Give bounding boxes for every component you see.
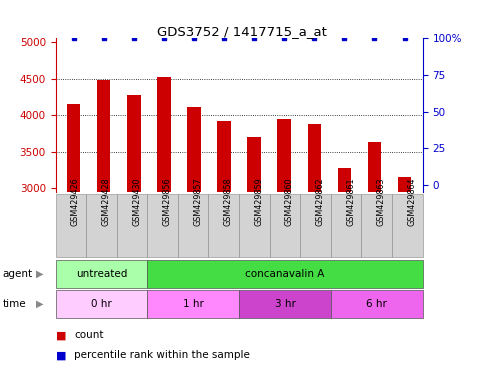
Bar (398, 177, 412, 384)
Bar (368, 142, 381, 384)
Bar (67, 104, 80, 384)
Text: untreated: untreated (76, 269, 127, 279)
Bar (338, 168, 351, 384)
Text: GSM429864: GSM429864 (407, 177, 416, 226)
Text: GSM429428: GSM429428 (101, 177, 111, 226)
Text: time: time (2, 299, 26, 309)
Text: 1 hr: 1 hr (183, 299, 204, 309)
Text: ■: ■ (56, 350, 66, 360)
Text: ■: ■ (56, 330, 66, 340)
Text: ▶: ▶ (36, 269, 43, 279)
Bar (277, 119, 291, 384)
Bar (127, 96, 141, 384)
Text: GDS3752 / 1417715_a_at: GDS3752 / 1417715_a_at (156, 25, 327, 38)
Bar (97, 80, 111, 384)
Text: count: count (74, 330, 103, 340)
Bar (157, 77, 170, 384)
Text: GSM429857: GSM429857 (193, 177, 202, 226)
Bar (187, 107, 201, 384)
Text: 0 hr: 0 hr (91, 299, 112, 309)
Text: concanavalin A: concanavalin A (245, 269, 325, 279)
Text: GSM429426: GSM429426 (71, 177, 80, 226)
Bar (217, 121, 231, 384)
Text: agent: agent (2, 269, 32, 279)
Bar (247, 137, 261, 384)
Text: GSM429862: GSM429862 (315, 177, 325, 226)
Bar (308, 124, 321, 384)
Text: 3 hr: 3 hr (274, 299, 296, 309)
Text: GSM429861: GSM429861 (346, 177, 355, 226)
Text: GSM429856: GSM429856 (163, 177, 171, 226)
Text: GSM429860: GSM429860 (285, 177, 294, 226)
Text: ▶: ▶ (36, 299, 43, 309)
Text: GSM429430: GSM429430 (132, 177, 141, 226)
Text: GSM429863: GSM429863 (377, 177, 386, 226)
Text: percentile rank within the sample: percentile rank within the sample (74, 350, 250, 360)
Text: 6 hr: 6 hr (366, 299, 387, 309)
Text: GSM429858: GSM429858 (224, 177, 233, 226)
Text: GSM429859: GSM429859 (255, 177, 263, 226)
